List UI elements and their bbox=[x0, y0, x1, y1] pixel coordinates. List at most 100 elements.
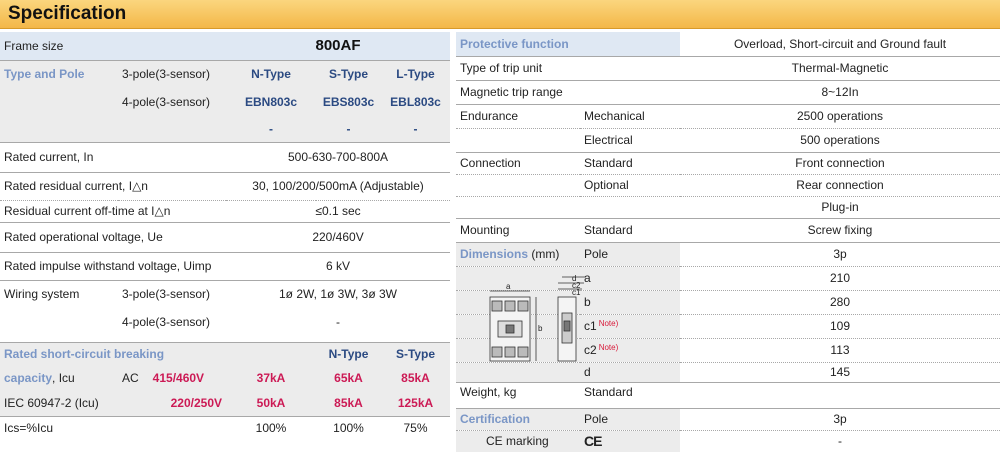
op-voltage-value: 220/460V bbox=[226, 221, 451, 252]
front-connection-row: Connection Standard Front connection bbox=[456, 151, 1000, 174]
dim-c2-cell: c2 Note) bbox=[580, 337, 680, 362]
magnetic-value: 8~12In bbox=[680, 79, 1000, 104]
residual-label: Rated residual current, I△n bbox=[0, 171, 226, 200]
v220-l: 125kA bbox=[397, 395, 434, 410]
cert-pole-label: Pole bbox=[580, 407, 680, 430]
electrical-label: Electrical bbox=[580, 127, 680, 152]
trip-unit-value: Thermal-Magnetic bbox=[680, 55, 1000, 80]
dim-b-value: 280 bbox=[680, 289, 1000, 314]
diagram-label-a: a bbox=[506, 282, 511, 291]
dim-c2-value: 113 bbox=[680, 337, 1000, 362]
dim-c1-cell: c1 Note) bbox=[580, 313, 680, 338]
rear-connection-row: Optional Rear connection bbox=[456, 173, 1000, 196]
electrical-value: 500 operations bbox=[680, 127, 1000, 152]
residual-value: 30, 100/200/500mA (Adjustable) bbox=[226, 171, 451, 200]
capacity-word: capacity bbox=[4, 371, 53, 385]
protective-row: Protective function Overload, Short-circ… bbox=[456, 32, 1000, 56]
frame-size-value: 800AF bbox=[315, 37, 361, 55]
ce-row: CE marking CE - bbox=[456, 429, 1000, 452]
trip-unit-row: Type of trip unit Thermal-Magnetic bbox=[456, 55, 1000, 80]
break-n-header: N-Type bbox=[316, 341, 381, 366]
pole4-label: 4-pole(3-sensor) bbox=[118, 88, 226, 116]
front-value: Front connection bbox=[680, 151, 1000, 174]
mounting-label: Mounting bbox=[456, 217, 580, 242]
dim-d-label: d bbox=[580, 361, 680, 382]
mounting-value: Screw fixing bbox=[680, 217, 1000, 242]
capacity-label: capacity, Icu bbox=[0, 366, 118, 390]
dim-c1-label: c1 bbox=[584, 319, 597, 333]
ce-mark-icon: CE bbox=[580, 429, 680, 452]
plugin-row: Plug-in bbox=[456, 195, 1000, 218]
residual-row: Rated residual current, I△n 30, 100/200/… bbox=[0, 171, 451, 200]
wiring-4pole-value: - bbox=[336, 315, 340, 329]
mechanical-value: 2500 operations bbox=[680, 103, 1000, 128]
ics-label: Ics=%Icu bbox=[0, 415, 226, 440]
break-s-header: S-Type bbox=[381, 341, 451, 366]
offtime-row: Residual current off-time at I△n ≤0.1 se… bbox=[0, 199, 451, 222]
type-pole-label: Type and Pole bbox=[0, 59, 118, 142]
wiring-3pole-label: 3-pole(3-sensor) bbox=[118, 279, 226, 308]
dim-pole-label: Pole bbox=[580, 241, 680, 266]
pole3-label: 3-pole(3-sensor) bbox=[118, 59, 226, 88]
spec-header: Specification bbox=[0, 0, 1000, 29]
ics-row: Ics=%Icu 100% 100% 75% bbox=[0, 415, 451, 440]
n-type-header: N-Type bbox=[226, 59, 316, 88]
ics-n: 100% bbox=[226, 415, 316, 440]
v220-s: 85kA bbox=[334, 395, 363, 410]
v220-n: 50kA bbox=[256, 395, 286, 410]
cert-pole-value: 3p bbox=[680, 407, 1000, 430]
v415-l: 85kA bbox=[401, 371, 430, 385]
protective-label: Protective function bbox=[456, 32, 680, 56]
v415-label: 415/460V bbox=[152, 371, 205, 385]
rated-current-value: 500-630-700-800A bbox=[226, 141, 451, 172]
op-voltage-row: Rated operational voltage, Ue 220/460V bbox=[0, 221, 451, 252]
diagram-label-c2: c2 bbox=[572, 281, 581, 290]
wiring4-row: 4-pole(3-sensor) - bbox=[0, 308, 450, 336]
iec-label: IEC 60947-2 (Icu) bbox=[4, 395, 99, 410]
right-spec-table: Protective function Overload, Short-circ… bbox=[456, 32, 1000, 452]
mechanical-label: Mechanical bbox=[580, 103, 680, 128]
model-s: EBS803c bbox=[316, 88, 381, 116]
dash-s: - bbox=[316, 116, 381, 142]
dim-a-row: a 210 bbox=[456, 265, 1000, 290]
v415-n: 37kA bbox=[256, 371, 286, 385]
model-row: 4-pole(3-sensor) EBN803c EBS803c EBL803c bbox=[0, 88, 451, 116]
dimensions-unit: (mm) bbox=[528, 247, 560, 261]
breaker-dimension-diagram: a b c1 c2 d bbox=[489, 274, 586, 362]
wiring-4pole-label: 4-pole(3-sensor) bbox=[122, 315, 211, 329]
op-voltage-label: Rated operational voltage, Ue bbox=[0, 221, 226, 252]
model-l: EBL803c bbox=[381, 88, 451, 116]
dim-b-row: b 280 bbox=[456, 289, 1000, 314]
diagram-label-b: b bbox=[538, 324, 543, 333]
mounting-sub: Standard bbox=[580, 217, 680, 242]
weight-label: Weight, kg bbox=[456, 381, 580, 402]
protective-value: Overload, Short-circuit and Ground fault bbox=[733, 36, 947, 51]
ce-value: - bbox=[680, 429, 1000, 452]
magnetic-label: Magnetic trip range bbox=[456, 79, 680, 104]
dash-row: - - - bbox=[0, 116, 451, 142]
s-type-header: S-Type bbox=[316, 59, 381, 88]
electrical-row: Electrical 500 operations bbox=[456, 127, 1000, 152]
capacity-suffix: , Icu bbox=[52, 371, 75, 385]
endurance-label: Endurance bbox=[456, 103, 580, 128]
dimensions-label-cell: Dimensions (mm) bbox=[456, 241, 580, 266]
optional-label: Optional bbox=[580, 173, 680, 196]
dash-n: - bbox=[226, 116, 316, 142]
weight-value bbox=[680, 381, 1000, 402]
dim-a-value: 210 bbox=[680, 265, 1000, 290]
breaking-label: Rated short-circuit breaking bbox=[0, 341, 316, 366]
weight-sub: Standard bbox=[580, 381, 680, 402]
dash-l: - bbox=[381, 116, 451, 142]
wiring-label: Wiring system bbox=[0, 279, 118, 308]
spec-title: Specification bbox=[8, 3, 127, 24]
dim-pole-value: 3p bbox=[680, 241, 1000, 266]
dim-c2-label: c2 bbox=[584, 343, 597, 357]
dim-a-label: a bbox=[580, 265, 680, 290]
rated-current-row: Rated current, In 500-630-700-800A bbox=[0, 141, 451, 172]
capacity-ac: AC 415/460V bbox=[118, 366, 226, 390]
impulse-label: Rated impulse withstand voltage, Uimp bbox=[0, 251, 226, 280]
rear-value: Rear connection bbox=[680, 173, 1000, 196]
type-pole-row: Type and Pole 3-pole(3-sensor) N-Type S-… bbox=[0, 59, 451, 142]
dim-c2-note: Note) bbox=[598, 343, 619, 352]
ics-s: 100% bbox=[316, 415, 381, 440]
